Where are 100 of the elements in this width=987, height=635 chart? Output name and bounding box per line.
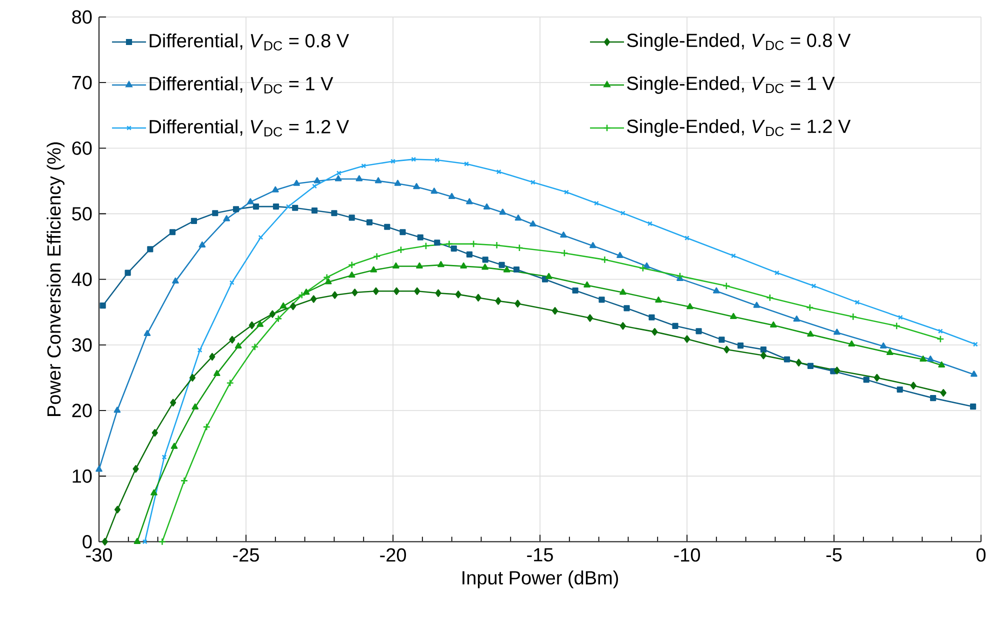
point — [102, 538, 108, 546]
point — [849, 312, 857, 321]
point — [390, 158, 396, 164]
point — [848, 340, 856, 347]
point — [863, 376, 870, 383]
point — [920, 356, 926, 362]
point — [100, 302, 106, 309]
point — [886, 348, 894, 356]
point — [162, 454, 167, 460]
point — [514, 300, 521, 308]
legend-label: Single-Ended, V$_{DC}$ = 1 V — [627, 76, 835, 94]
point — [774, 270, 780, 276]
point — [530, 180, 536, 185]
point — [414, 287, 420, 295]
point — [417, 234, 424, 240]
point — [445, 240, 453, 248]
point — [189, 374, 196, 382]
point — [938, 361, 946, 368]
point — [250, 343, 259, 351]
point — [197, 348, 202, 353]
point — [286, 204, 291, 210]
point — [411, 156, 416, 162]
point — [854, 300, 860, 305]
point — [172, 277, 179, 284]
point — [499, 208, 506, 215]
point — [684, 236, 690, 241]
point — [223, 215, 230, 222]
point — [450, 245, 457, 252]
point — [470, 240, 478, 248]
point — [366, 219, 373, 226]
point — [466, 251, 472, 258]
x-axis-title: Input Power (dBm) — [462, 570, 618, 588]
point — [730, 253, 736, 258]
point — [464, 161, 469, 166]
point — [766, 294, 774, 302]
point — [730, 312, 737, 319]
point — [930, 395, 936, 402]
y-tick-label: 10 — [72, 469, 92, 483]
point — [310, 295, 317, 303]
point — [598, 296, 605, 303]
legend-label: Differential, V$_{DC}$ = 0.8 V — [150, 33, 350, 50]
point — [190, 218, 198, 224]
point — [394, 180, 402, 186]
point — [374, 177, 382, 184]
point — [280, 302, 287, 308]
point — [760, 352, 766, 360]
point — [114, 406, 121, 413]
point — [348, 272, 356, 278]
point — [248, 321, 255, 330]
point — [806, 304, 814, 312]
point — [134, 538, 141, 544]
point — [718, 336, 725, 343]
point — [272, 186, 279, 192]
x-tick-label: -10 — [674, 548, 700, 562]
point — [672, 322, 678, 329]
point — [331, 210, 338, 216]
point — [314, 177, 321, 184]
point — [448, 192, 456, 199]
x-tick-label: -20 — [380, 548, 406, 562]
point — [482, 264, 488, 270]
point — [793, 316, 800, 322]
point — [290, 302, 296, 310]
point — [361, 163, 366, 168]
point — [620, 210, 626, 216]
point — [616, 252, 624, 258]
point — [336, 170, 342, 176]
x-tick-label: -15 — [527, 548, 553, 562]
point — [438, 261, 444, 268]
point — [676, 272, 684, 280]
point — [144, 330, 151, 336]
point — [397, 246, 405, 254]
point — [202, 423, 210, 431]
point — [516, 244, 524, 252]
point — [796, 358, 802, 366]
point — [213, 370, 220, 376]
point — [647, 221, 652, 226]
point — [170, 398, 176, 406]
point — [807, 362, 814, 369]
point — [686, 303, 694, 310]
point — [496, 169, 502, 174]
point — [400, 229, 406, 236]
point — [639, 264, 647, 272]
point — [435, 289, 442, 297]
point — [927, 356, 934, 362]
y-tick-label: 50 — [72, 207, 92, 220]
point — [620, 288, 626, 295]
point — [298, 291, 306, 299]
point — [384, 224, 390, 230]
point — [807, 330, 814, 337]
point — [292, 204, 298, 211]
point — [302, 288, 310, 295]
point — [530, 220, 536, 226]
y-tick-label: 80 — [72, 10, 92, 24]
point — [910, 382, 916, 390]
point — [898, 314, 903, 320]
point — [938, 328, 943, 334]
x-tick-label: -5 — [826, 548, 842, 562]
point — [334, 175, 342, 182]
point — [892, 322, 900, 330]
point — [483, 203, 490, 210]
